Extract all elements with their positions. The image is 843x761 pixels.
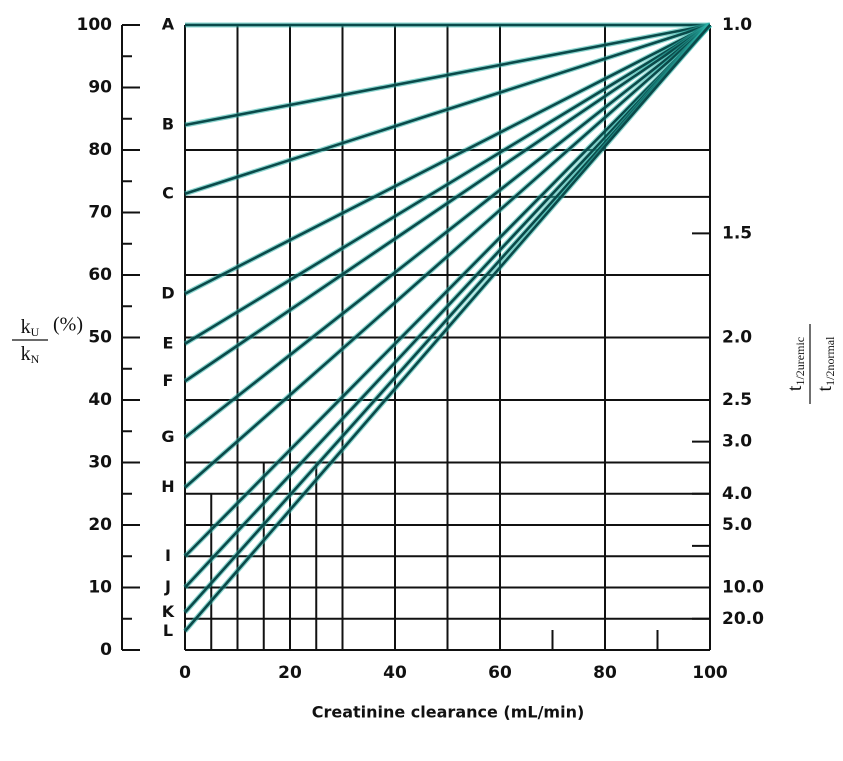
y-label-den: kN <box>21 343 40 366</box>
series-label: K <box>162 602 175 621</box>
series-label: H <box>161 477 174 496</box>
x-tick-label: 0 <box>179 663 191 683</box>
series-line <box>184 23 711 383</box>
y2-tick-label: 1.0 <box>722 15 752 35</box>
series-label: A <box>162 15 175 34</box>
series-label: D <box>161 283 174 302</box>
y-tick-label: 70 <box>88 203 112 223</box>
series-line <box>184 23 711 345</box>
series-line <box>184 24 711 558</box>
y-label-unit: (%) <box>53 314 83 336</box>
series-line <box>184 24 711 633</box>
y-tick-label: 60 <box>88 265 112 285</box>
series-label: G <box>161 427 174 446</box>
y2-tick-label: 5.0 <box>722 515 752 535</box>
y-tick-label: 20 <box>88 515 112 535</box>
y-tick-label: 50 <box>88 328 112 348</box>
y2-tick-label: 10.0 <box>722 578 764 598</box>
y-tick-label: 0 <box>100 640 112 660</box>
y-tick-label: 80 <box>88 140 112 160</box>
series-line <box>184 23 711 127</box>
series-label: C <box>162 183 174 202</box>
series-label: F <box>163 371 174 390</box>
series-line <box>184 23 711 439</box>
series-label: B <box>162 115 174 134</box>
series-label: I <box>165 546 171 565</box>
y-tick-label: 40 <box>88 390 112 410</box>
y2-tick-label: 2.5 <box>722 390 752 410</box>
y-axis-label: kU kN (%) <box>12 314 83 366</box>
x-axis-label: Creatinine clearance (mL/min) <box>312 703 585 722</box>
series-line <box>184 23 711 195</box>
y-tick-label: 10 <box>88 578 112 598</box>
series-line <box>184 24 711 489</box>
y-tick-label: 30 <box>88 453 112 473</box>
y2-label-num: t1/2uremic <box>784 337 807 391</box>
y2-tick-label: 3.0 <box>722 432 752 452</box>
y-label-num: kU <box>21 316 40 339</box>
y2-axis-label: t1/2uremic t1/2normal <box>784 324 837 404</box>
y2-tick-label: 4.0 <box>722 484 752 504</box>
x-tick-label: 40 <box>383 663 407 683</box>
x-tick-label: 80 <box>593 663 617 683</box>
series-label: L <box>163 621 173 640</box>
series-line <box>184 24 711 589</box>
series-line <box>184 23 711 295</box>
x-tick-label: 60 <box>488 663 512 683</box>
series-label: E <box>163 333 174 352</box>
x-tick-label: 100 <box>692 663 728 683</box>
y2-tick-label: 1.5 <box>722 223 752 243</box>
y-tick-label: 100 <box>77 15 113 35</box>
y2-tick-label: 20.0 <box>722 609 764 629</box>
y2-tick-label: 2.0 <box>722 328 752 348</box>
y-tick-label: 90 <box>88 78 112 98</box>
x-tick-label: 20 <box>278 663 302 683</box>
series-label: J <box>164 577 171 596</box>
y2-label-den: t1/2normal <box>814 336 837 392</box>
